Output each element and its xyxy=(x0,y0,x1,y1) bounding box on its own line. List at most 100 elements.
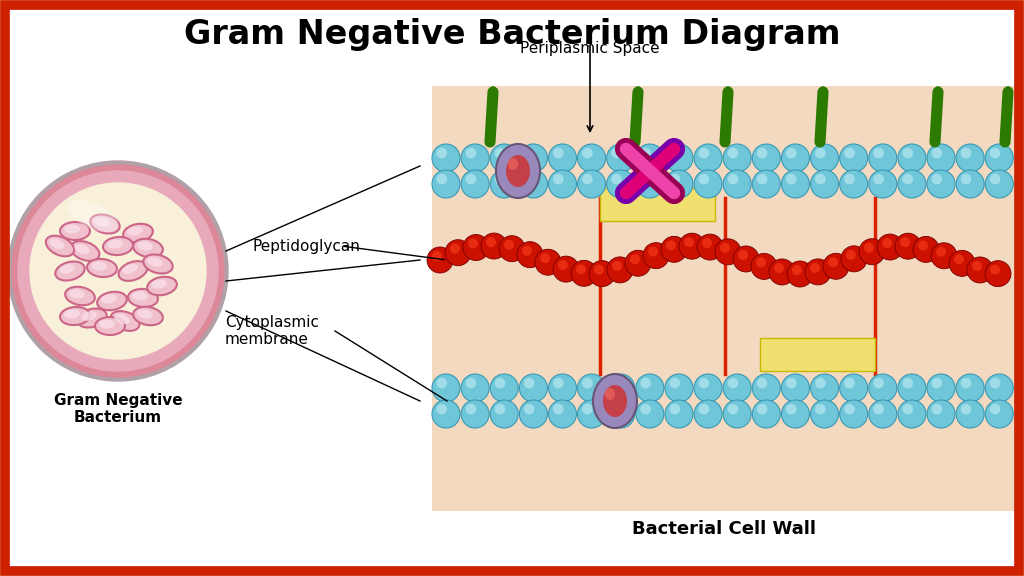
Ellipse shape xyxy=(90,214,120,233)
Circle shape xyxy=(841,246,867,272)
Circle shape xyxy=(846,250,856,260)
Circle shape xyxy=(486,237,496,247)
Circle shape xyxy=(932,404,942,414)
Circle shape xyxy=(606,400,635,428)
Circle shape xyxy=(662,236,687,262)
Ellipse shape xyxy=(508,158,518,170)
Circle shape xyxy=(985,374,1014,402)
Circle shape xyxy=(648,247,658,257)
Circle shape xyxy=(859,238,885,265)
Circle shape xyxy=(665,374,693,402)
Circle shape xyxy=(468,238,478,248)
Circle shape xyxy=(694,170,722,198)
Circle shape xyxy=(636,144,664,172)
Circle shape xyxy=(694,374,722,402)
Circle shape xyxy=(723,144,752,172)
Circle shape xyxy=(611,404,622,414)
Ellipse shape xyxy=(115,314,130,324)
Circle shape xyxy=(811,170,839,198)
Circle shape xyxy=(781,170,809,198)
Circle shape xyxy=(927,170,955,198)
Ellipse shape xyxy=(122,264,137,274)
Circle shape xyxy=(873,378,884,388)
Circle shape xyxy=(877,234,903,260)
Circle shape xyxy=(902,404,913,414)
Circle shape xyxy=(549,374,577,402)
Circle shape xyxy=(811,400,839,428)
Circle shape xyxy=(932,148,942,158)
Circle shape xyxy=(625,250,651,276)
Circle shape xyxy=(606,170,635,198)
Circle shape xyxy=(670,148,680,158)
Ellipse shape xyxy=(127,226,143,236)
Circle shape xyxy=(769,259,795,285)
Circle shape xyxy=(540,253,550,263)
Circle shape xyxy=(815,148,825,158)
Circle shape xyxy=(990,264,1000,275)
Circle shape xyxy=(636,170,664,198)
Circle shape xyxy=(466,404,476,414)
Circle shape xyxy=(751,253,777,279)
Ellipse shape xyxy=(133,307,163,325)
Circle shape xyxy=(427,247,453,273)
Circle shape xyxy=(918,240,928,251)
Circle shape xyxy=(519,400,548,428)
Circle shape xyxy=(698,404,710,414)
Ellipse shape xyxy=(128,289,158,307)
Circle shape xyxy=(606,374,635,402)
Circle shape xyxy=(972,261,982,271)
Circle shape xyxy=(954,255,964,264)
Ellipse shape xyxy=(46,236,74,256)
Circle shape xyxy=(757,174,767,184)
Circle shape xyxy=(432,400,460,428)
Ellipse shape xyxy=(95,317,125,335)
Circle shape xyxy=(898,400,926,428)
Circle shape xyxy=(640,148,651,158)
Ellipse shape xyxy=(133,239,163,257)
Circle shape xyxy=(868,374,897,402)
Circle shape xyxy=(927,400,955,428)
Ellipse shape xyxy=(603,385,627,417)
Circle shape xyxy=(985,170,1014,198)
Circle shape xyxy=(495,174,506,184)
Text: Bacterial Cell Wall: Bacterial Cell Wall xyxy=(632,520,815,538)
Circle shape xyxy=(900,237,910,247)
Ellipse shape xyxy=(59,264,75,274)
Circle shape xyxy=(840,374,867,402)
Circle shape xyxy=(640,404,651,414)
Ellipse shape xyxy=(99,320,115,328)
Circle shape xyxy=(733,246,759,272)
Circle shape xyxy=(902,174,913,184)
Circle shape xyxy=(549,170,577,198)
Circle shape xyxy=(786,378,797,388)
Ellipse shape xyxy=(65,309,80,319)
Ellipse shape xyxy=(101,294,117,304)
Circle shape xyxy=(8,161,228,381)
Circle shape xyxy=(436,174,447,184)
Circle shape xyxy=(640,174,651,184)
Circle shape xyxy=(643,242,669,268)
Ellipse shape xyxy=(137,309,153,319)
Circle shape xyxy=(715,239,741,265)
Circle shape xyxy=(961,174,972,184)
Circle shape xyxy=(728,148,738,158)
Ellipse shape xyxy=(132,291,148,301)
Circle shape xyxy=(558,260,568,270)
Ellipse shape xyxy=(143,255,173,274)
Circle shape xyxy=(594,264,604,275)
Ellipse shape xyxy=(123,223,153,242)
Circle shape xyxy=(432,251,442,261)
Circle shape xyxy=(781,144,809,172)
Circle shape xyxy=(728,378,738,388)
Circle shape xyxy=(549,144,577,172)
Ellipse shape xyxy=(66,287,95,305)
Circle shape xyxy=(30,183,206,359)
Circle shape xyxy=(702,238,712,248)
Circle shape xyxy=(578,144,605,172)
Circle shape xyxy=(882,238,892,248)
Circle shape xyxy=(956,400,984,428)
Ellipse shape xyxy=(119,261,147,281)
Circle shape xyxy=(450,244,460,253)
Circle shape xyxy=(549,400,577,428)
Circle shape xyxy=(956,374,984,402)
